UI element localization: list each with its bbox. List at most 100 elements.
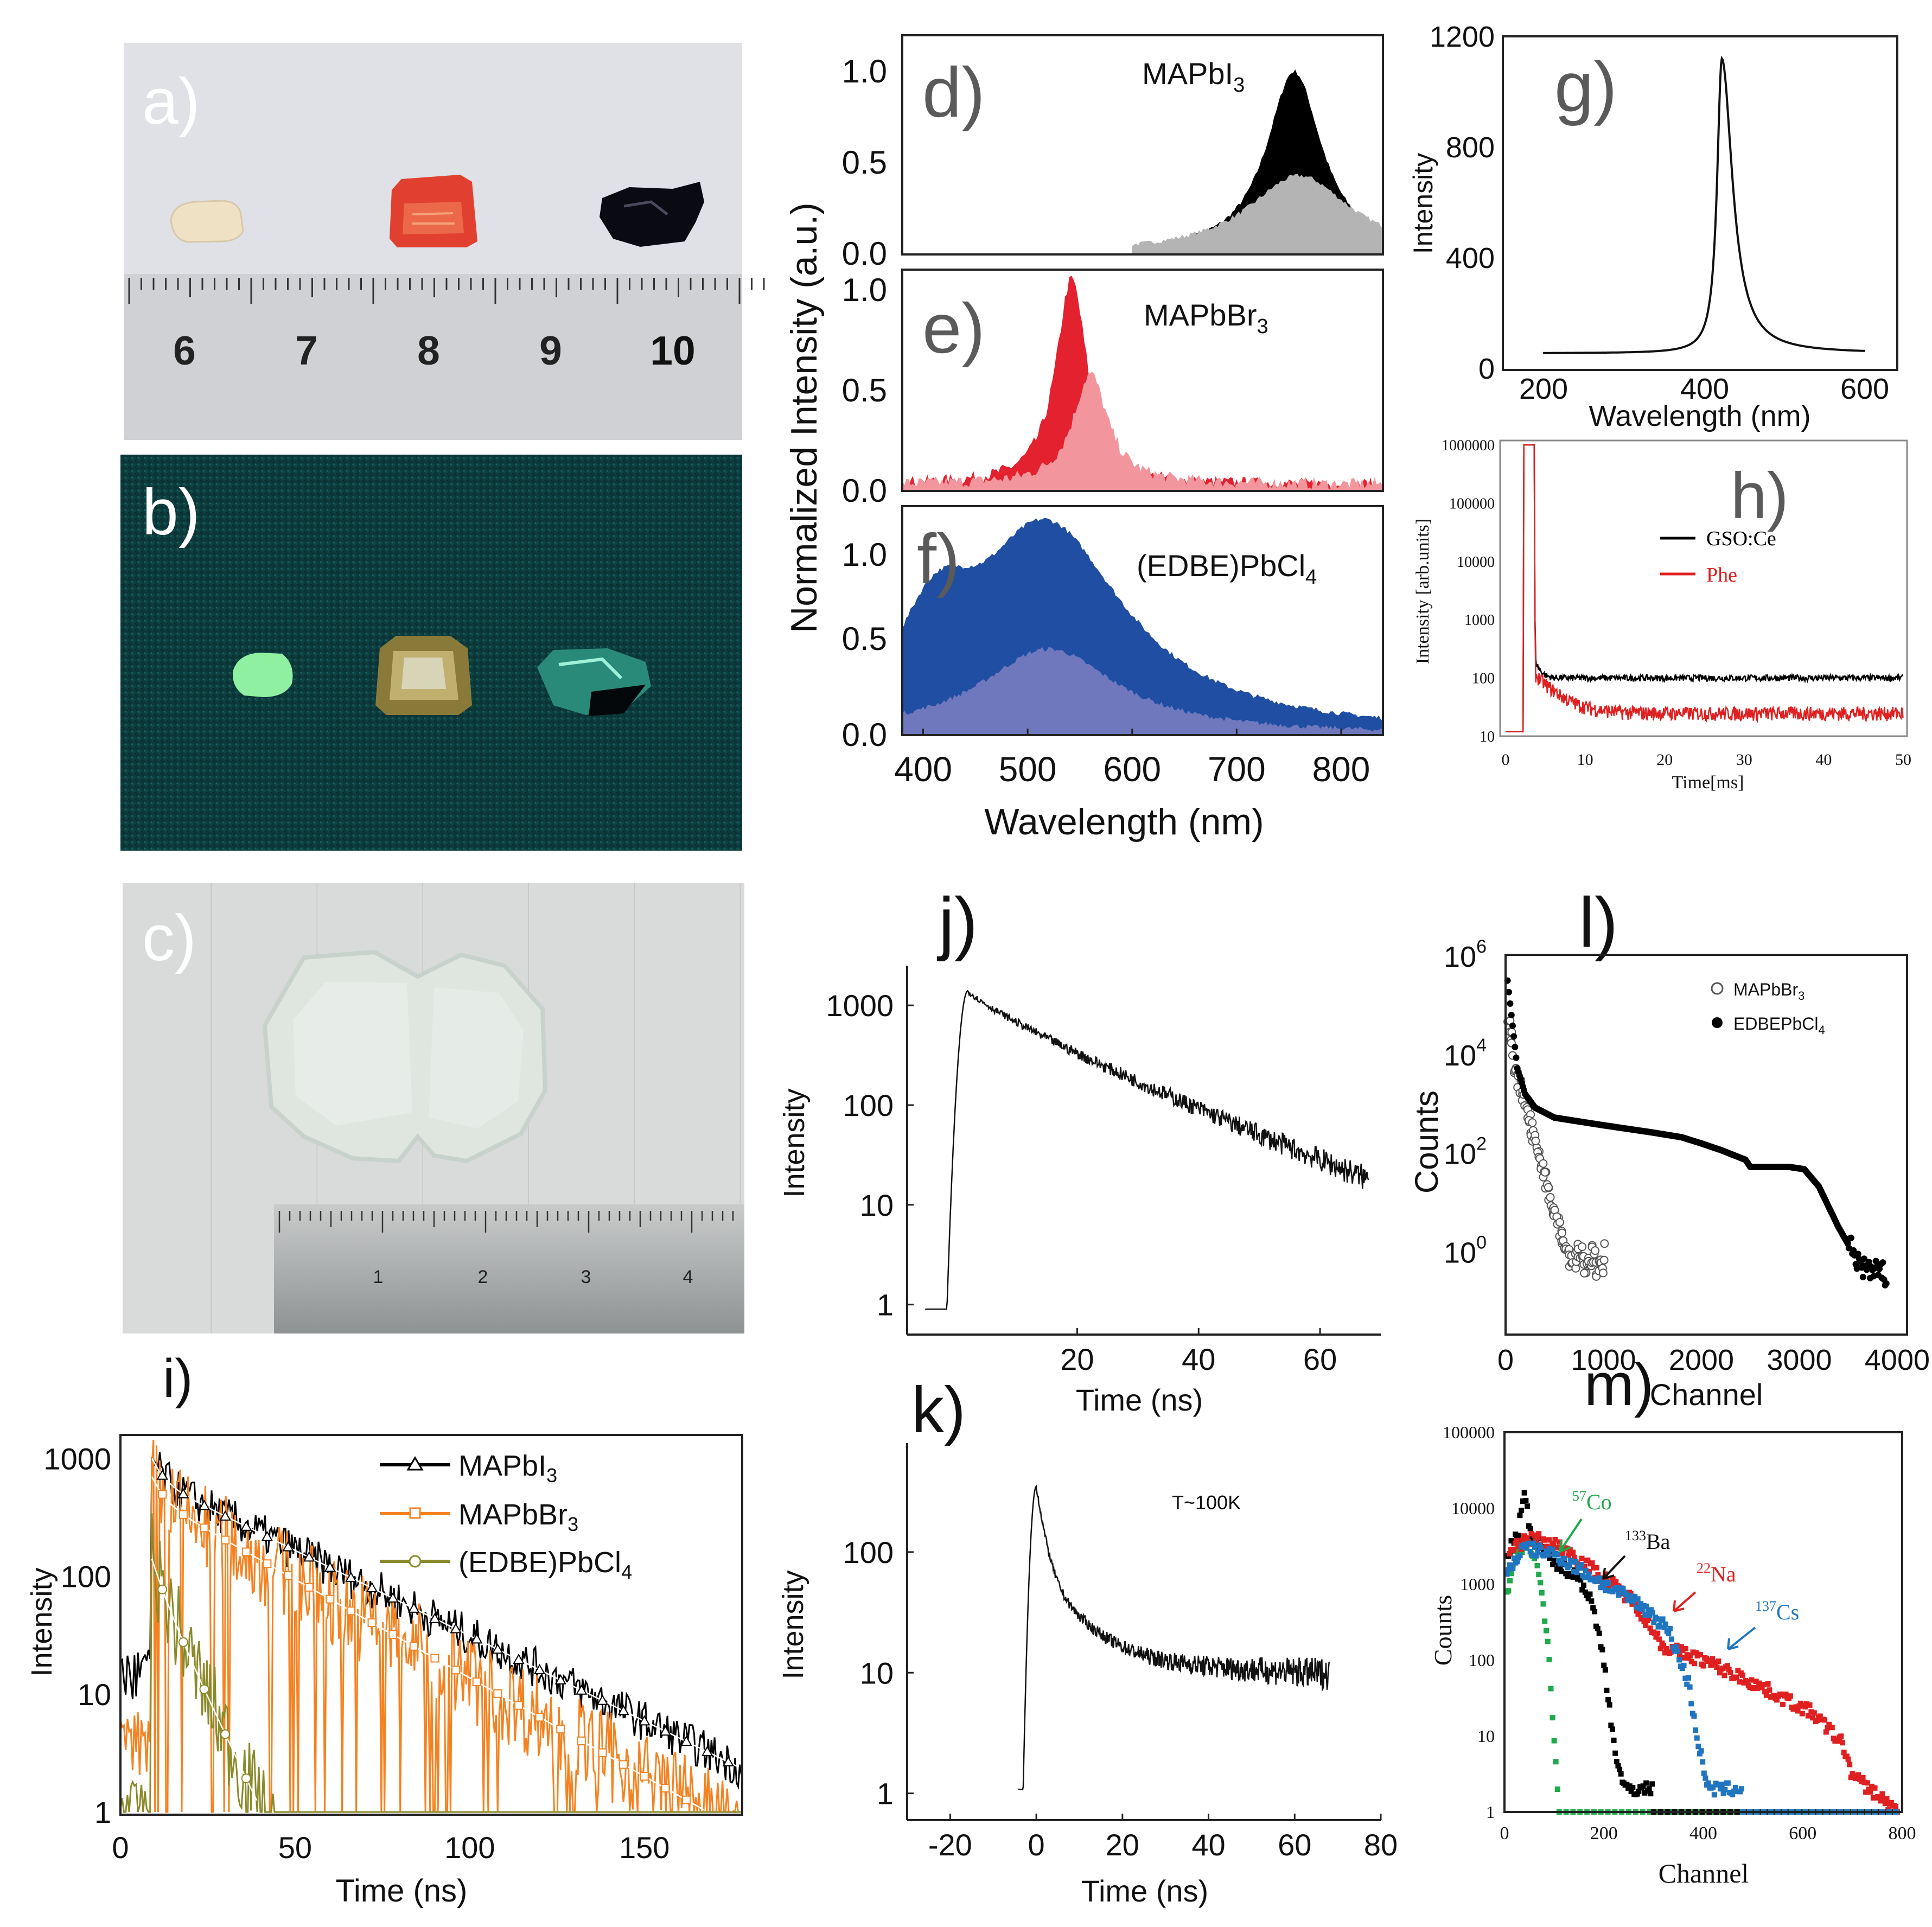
m-point-cs (1669, 1636, 1675, 1642)
chart-i-xtick: 0 (112, 1830, 129, 1865)
m-point-na (1747, 1684, 1753, 1690)
l-point-edbepbcl4 (1513, 1054, 1520, 1061)
m-point-ba (1609, 1726, 1615, 1732)
l-point-mapbbr3 (1540, 1167, 1550, 1177)
chart-i-marker (554, 1674, 566, 1684)
m-point-cs (1614, 1585, 1620, 1591)
m-point-cs (1574, 1569, 1580, 1575)
m-point-cs (1506, 1567, 1512, 1573)
m-point-cs (1703, 1775, 1708, 1781)
m-point-na (1557, 1539, 1563, 1545)
chart-i-series-orange (119, 1440, 742, 1814)
photo-panel-a: a) 6 7 8 9 10 (124, 43, 765, 440)
panel-f-frame (901, 505, 1384, 736)
chart-i-xtick: 100 (444, 1830, 495, 1865)
chart-i-frame (119, 1434, 743, 1816)
panel-f: f) (EDBE)PbCl4 0.0 0.5 1.0 400 500 600 700 8… (842, 505, 1384, 789)
j-decay-line (924, 990, 1369, 1310)
chart-i-marker (451, 1666, 461, 1675)
m-label-cs137: 137Cs (1755, 1598, 1799, 1624)
m-point-ba (1617, 1766, 1623, 1772)
m-point-cs (1535, 1549, 1541, 1555)
chart-i-marker (282, 1541, 294, 1552)
chart-m-ytick: 10000 (1451, 1498, 1495, 1518)
chart-i-xtick: 50 (278, 1830, 312, 1865)
m-point-na (1536, 1531, 1542, 1537)
m-point-cs (1533, 1553, 1539, 1559)
m-point-cs (1651, 1619, 1657, 1625)
m-point-na (1888, 1800, 1894, 1805)
chart-i-marker (492, 1643, 504, 1654)
chart-m: m) 57Co 133Ba 22Na 137Cs Counts Channel … (1429, 1351, 1916, 1888)
m-point-cs (1647, 1612, 1653, 1618)
chart-h-xtick: 20 (1656, 751, 1673, 769)
l-point-edbepbcl4 (1872, 1258, 1879, 1265)
m-point-ba (1585, 1596, 1591, 1601)
m-point-cs (1517, 1553, 1523, 1559)
chart-l: l) MAPbBr3 EDBEPbCl4 Counts Channel 0 100… (1408, 883, 1930, 1412)
j-xtick: 60 (1303, 1342, 1337, 1376)
chart-h-ytick: 1000000 (1442, 437, 1495, 454)
l-point-mapbbr3 (1558, 1228, 1567, 1237)
chart-i-marker (619, 1760, 628, 1769)
m-point-co (1548, 1686, 1554, 1692)
m-point-na (1863, 1789, 1869, 1795)
m-point-na (1717, 1670, 1723, 1676)
k-xtick: 20 (1106, 1828, 1139, 1862)
m-point-cs (1739, 1786, 1745, 1792)
m-point-na (1841, 1750, 1847, 1756)
m-point-na (1655, 1630, 1661, 1636)
chart-i-marker (198, 1500, 211, 1510)
m-point-co (1506, 1588, 1512, 1594)
chart-h-xtick: 50 (1895, 751, 1911, 769)
m-point-cs (1670, 1645, 1676, 1651)
m-point-na (1749, 1677, 1755, 1683)
m-point-na (1822, 1717, 1828, 1723)
m-point-cs (1675, 1648, 1681, 1654)
m-point-na (1861, 1779, 1867, 1785)
m-point-na (1838, 1733, 1844, 1739)
l-point-edbepbcl4 (1848, 1234, 1855, 1241)
m-point-cs (1710, 1784, 1716, 1790)
l-point-edbepbcl4 (1512, 1043, 1519, 1050)
m-point-na (1507, 1551, 1513, 1557)
m-point-ba (1521, 1490, 1527, 1496)
ruler-c-number: 1 (373, 1267, 384, 1287)
chart-i-marker (450, 1623, 462, 1634)
m-point-na (1635, 1611, 1641, 1617)
chart-i-label: i) (163, 1348, 193, 1409)
l-point-edbepbcl4 (1507, 1000, 1514, 1007)
k-decay-line (1016, 1484, 1330, 1790)
m-point-na (1878, 1798, 1884, 1804)
chart-i-marker (241, 1773, 251, 1784)
chart-i-marker (640, 1772, 649, 1781)
m-point-cs (1628, 1593, 1634, 1599)
chart-i-marker (639, 1715, 651, 1726)
m-point-ba (1578, 1577, 1584, 1583)
m-point-na (1714, 1664, 1720, 1670)
m-point-cs (1514, 1559, 1520, 1565)
chart-i-marker (387, 1592, 399, 1603)
m-point-na (1825, 1725, 1831, 1731)
m-point-na (1646, 1616, 1652, 1622)
def-area-grey (1132, 174, 1383, 255)
k-xtick: 60 (1278, 1828, 1311, 1862)
m-point-na (1677, 1652, 1683, 1658)
m-point-ba (1553, 1560, 1559, 1566)
panel-f-legend: (EDBE)PbCl4 (1137, 548, 1317, 589)
chart-h-line-phe (1506, 444, 1904, 732)
l-point-mapbbr3 (1528, 1118, 1537, 1127)
panel-d-frame (901, 34, 1384, 256)
l-point-mapbbr3 (1546, 1193, 1555, 1202)
chart-k-annotation: T~100K (1172, 1491, 1241, 1514)
chart-g-ytick: 1200 (1430, 21, 1495, 53)
m-point-cs (1559, 1560, 1565, 1566)
m-point-na (1520, 1537, 1526, 1543)
k-ytick: 100 (843, 1535, 894, 1569)
i-legend-marker (406, 1456, 424, 1471)
m-point-cs (1566, 1562, 1572, 1568)
chart-m-xtick: 600 (1789, 1823, 1816, 1843)
m-point-na (1652, 1630, 1657, 1636)
chart-i-xtick: 150 (619, 1830, 669, 1865)
